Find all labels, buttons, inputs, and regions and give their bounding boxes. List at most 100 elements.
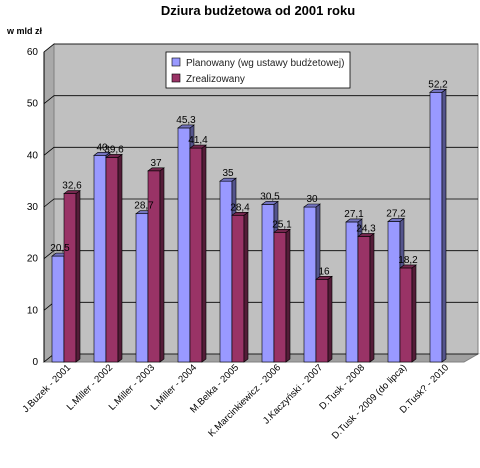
bar-realized [273, 228, 291, 363]
bar-front [345, 221, 359, 363]
data-label: 30 [306, 194, 318, 205]
chart-title: Dziura budżetowa od 2001 roku [161, 3, 355, 18]
bar-front [51, 255, 65, 363]
y-axis-ticks: 0 10 20 30 40 50 60 [27, 47, 45, 368]
bar-side [441, 88, 447, 363]
bar-top [189, 144, 207, 149]
y-tick-label: 40 [27, 150, 39, 161]
bar-front [231, 214, 245, 363]
bar-front [387, 221, 401, 363]
bar-realized [63, 189, 81, 363]
bar-top [105, 154, 123, 158]
bar-front [63, 193, 77, 363]
bar-front [147, 170, 161, 363]
bar-front [135, 213, 149, 363]
y-tick-label: 0 [32, 357, 38, 368]
gridline [43, 95, 478, 104]
bar-front [357, 236, 371, 363]
legend-swatch [171, 73, 181, 83]
legend-label: Planowany (wg ustawy budżetowej) [186, 58, 344, 69]
bar-top [303, 203, 321, 208]
bar-side [369, 232, 375, 363]
bar-top [345, 218, 363, 223]
data-label: 24,3 [356, 223, 376, 234]
bar-front [177, 127, 191, 363]
bar-front [93, 155, 107, 363]
bar-realized [399, 264, 417, 363]
data-label: 28,4 [230, 202, 250, 213]
data-label: 30,5 [260, 191, 280, 202]
x-tick-label: D.Tusk - 2009 (do lipca) [330, 362, 409, 441]
bar-side [201, 144, 207, 363]
y-tick-label: 30 [27, 202, 39, 213]
bar-front [399, 267, 413, 363]
data-label: 37 [150, 158, 162, 169]
bar-side [327, 275, 333, 363]
legend: Planowany (wg ustawy budżetowej) Zrealizo… [165, 51, 351, 89]
bar-top [219, 177, 237, 182]
bar-realized [147, 167, 165, 363]
bar-side [117, 153, 123, 363]
legend-box [165, 51, 351, 89]
bar-front [315, 279, 329, 363]
y-axis-label: w mld zł [6, 26, 43, 36]
x-tick-label: J.Buzek - 2001 [21, 362, 74, 415]
bar-top [93, 152, 111, 156]
legend-label: Zrealizowany [186, 74, 245, 85]
y-tick-label: 50 [27, 99, 39, 110]
bar-front [273, 232, 287, 363]
y-tick-label: 20 [27, 254, 39, 265]
bar-side [75, 189, 81, 363]
gridline [43, 43, 478, 53]
bar-top [63, 190, 81, 194]
data-label: 25,1 [272, 219, 292, 230]
bar-top [399, 264, 417, 269]
bar-top [147, 167, 165, 172]
data-label: 52,2 [428, 79, 448, 90]
gridline [43, 146, 478, 156]
data-label: 40 [96, 142, 108, 153]
data-label: 35 [222, 168, 234, 179]
data-label: 16 [318, 266, 330, 277]
x-tick-label: K.Marcinkiewicz - 2006 [206, 362, 283, 439]
data-label: 27,1 [344, 209, 364, 220]
bar-front [303, 206, 317, 363]
bar-top [315, 276, 333, 280]
bar-realized [315, 275, 333, 363]
data-label: 20,5 [50, 243, 70, 254]
gridline [43, 250, 478, 259]
data-label: 18,2 [398, 255, 418, 266]
y-tick-label: 60 [27, 47, 39, 58]
bar-front [105, 157, 119, 363]
data-label: 41,4 [188, 135, 208, 146]
data-label: 27,2 [386, 208, 406, 219]
bar-side [243, 211, 249, 363]
bar-side [285, 228, 291, 363]
bar-top [261, 201, 279, 205]
data-label: 32,6 [62, 181, 82, 192]
legend-swatch [171, 57, 181, 67]
bar-top [357, 233, 375, 237]
bar-realized [105, 153, 123, 363]
bar-planned [429, 88, 447, 363]
bar-side [411, 264, 417, 363]
bar-front [189, 147, 203, 363]
y-tick-label: 10 [27, 305, 39, 316]
bar-realized [231, 211, 249, 363]
bar-top [231, 211, 249, 216]
bars [51, 88, 447, 363]
bar-realized [357, 232, 375, 363]
bar-realized [189, 144, 207, 363]
bar-front [429, 92, 443, 363]
data-label: 45,3 [176, 115, 196, 126]
bar-side [159, 167, 165, 363]
bar-top [177, 124, 195, 129]
gridline [43, 198, 478, 208]
bar-top [273, 229, 291, 233]
data-label: 28,7 [134, 201, 154, 212]
bar-top [429, 89, 447, 93]
